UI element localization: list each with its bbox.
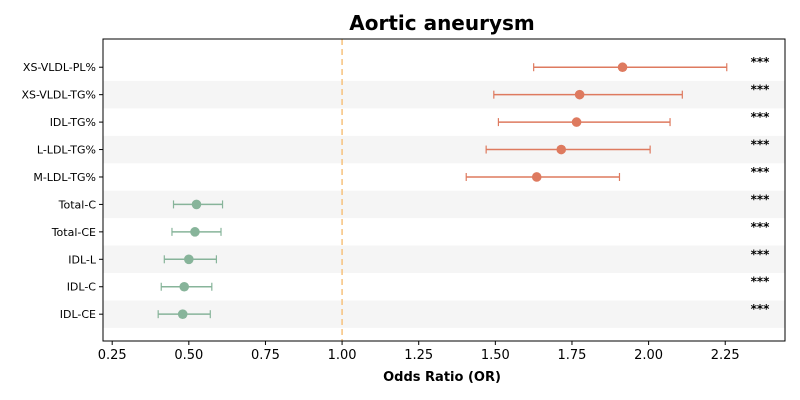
plot-frame	[102, 38, 786, 342]
y-tick-label: L-LDL-TG%	[37, 144, 96, 157]
significance-label: ***	[751, 302, 771, 316]
y-tick-label: IDL-CE	[60, 308, 96, 321]
significance-label: ***	[751, 110, 771, 124]
or-point	[190, 227, 200, 237]
or-point	[617, 62, 628, 73]
chart-title: Aortic aneurysm	[349, 11, 535, 35]
x-tick-label: 1.75	[557, 348, 586, 363]
or-point	[191, 199, 202, 210]
y-tick-label: IDL-L	[68, 253, 97, 266]
y-tick-label: IDL-TG%	[50, 116, 96, 129]
significance-label: ***	[751, 275, 771, 289]
y-tick-label: Total-CE	[51, 226, 96, 239]
y-tick-label: XS-VLDL-PL%	[23, 61, 96, 74]
x-tick-label: 1.00	[328, 348, 357, 363]
significance-label: ***	[751, 55, 771, 69]
or-point	[531, 172, 542, 182]
y-tick-label: Total-C	[58, 198, 97, 211]
x-tick-label: 1.50	[481, 348, 510, 363]
x-tick-label: 2.00	[634, 348, 663, 363]
significance-label: ***	[751, 83, 771, 97]
significance-label: ***	[751, 247, 771, 261]
or-point	[184, 254, 194, 265]
row-band	[103, 135, 785, 164]
or-point	[574, 89, 585, 100]
y-tick-label: M-LDL-TG%	[33, 171, 96, 184]
data-marks: *** *** *** *** *** *** *** *** *** ***	[157, 55, 771, 319]
or-point	[571, 117, 582, 127]
row-band	[103, 300, 785, 328]
x-tick-label: 0.75	[251, 348, 280, 363]
x-tick-label: 1.25	[404, 348, 433, 363]
y-tick-label: IDL-C	[67, 281, 97, 294]
x-tick-label: 0.25	[98, 348, 127, 363]
or-point	[177, 309, 188, 319]
y-tick-label: XS-VLDL-TG%	[21, 89, 96, 102]
x-tick-label: 2.25	[711, 348, 740, 363]
significance-label: ***	[751, 192, 771, 206]
significance-label: ***	[751, 220, 771, 234]
significance-label: ***	[751, 138, 771, 152]
x-axis-title: Odds Ratio (OR)	[383, 370, 501, 385]
or-point	[179, 281, 190, 292]
axes: 0.25 0.50 0.75 1.00 1.25 1.50 1.75 2.00 2.25 XS-V…	[21, 38, 786, 363]
or-point	[556, 144, 567, 155]
x-tick-label: 0.50	[174, 348, 203, 363]
row-bands	[103, 80, 785, 328]
significance-label: ***	[751, 165, 771, 179]
